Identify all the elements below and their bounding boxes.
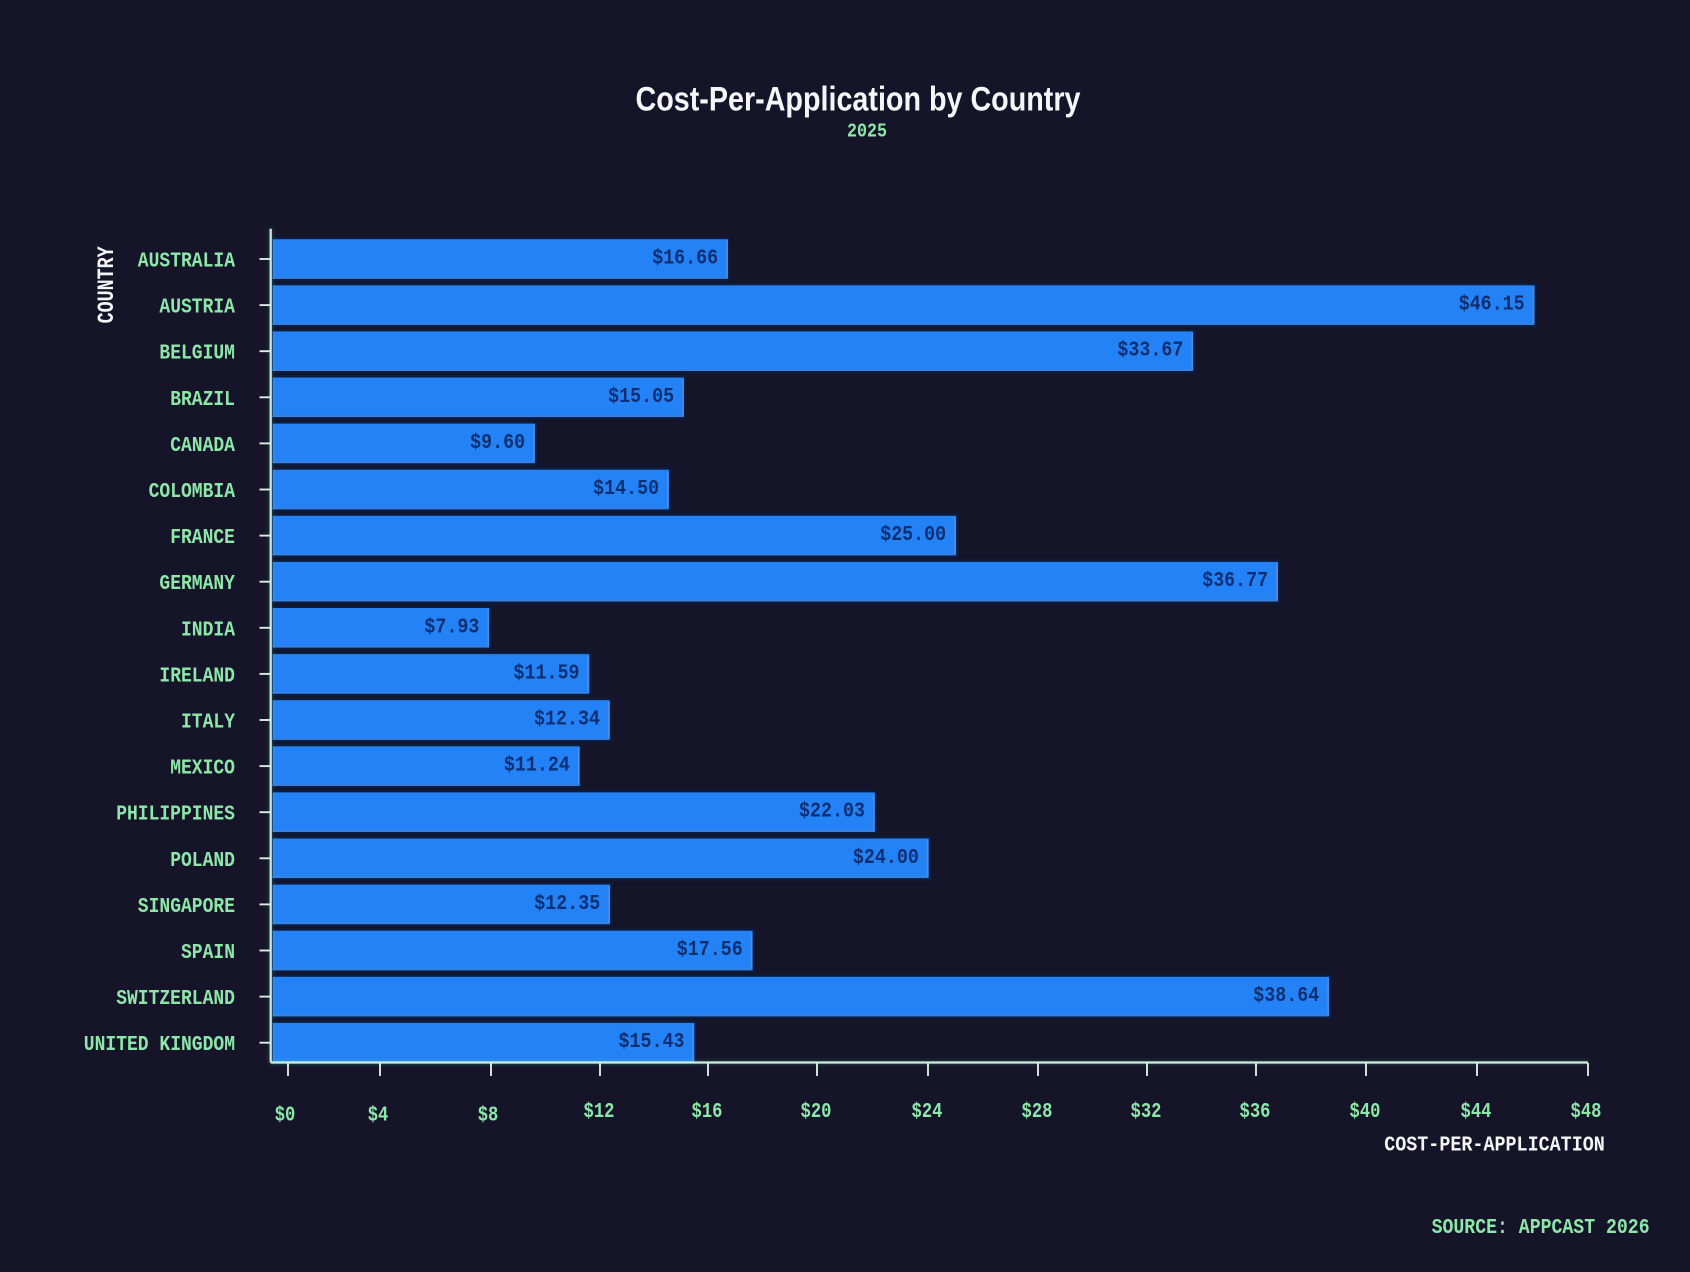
svg-text:$16.66: $16.66 (652, 247, 718, 271)
svg-text:IRELAND: IRELAND (159, 664, 235, 688)
svg-text:$46.15: $46.15 (1459, 293, 1525, 317)
svg-text:$22.03: $22.03 (799, 800, 865, 824)
svg-text:$15.43: $15.43 (619, 1030, 685, 1054)
svg-text:AUSTRALIA: AUSTRALIA (138, 250, 235, 274)
svg-text:GERMANY: GERMANY (159, 572, 235, 596)
svg-text:ITALY: ITALY (181, 711, 235, 735)
svg-text:$40: $40 (1350, 1101, 1381, 1124)
svg-text:CANADA: CANADA (170, 434, 235, 458)
svg-text:SWITZERLAND: SWITZERLAND (116, 987, 235, 1011)
svg-text:COLOMBIA: COLOMBIA (149, 480, 235, 504)
svg-text:BELGIUM: BELGIUM (159, 342, 235, 366)
svg-text:$38.64: $38.64 (1253, 984, 1319, 1008)
svg-text:$9.60: $9.60 (470, 431, 525, 455)
svg-text:$4: $4 (368, 1105, 389, 1128)
svg-text:$33.67: $33.67 (1117, 339, 1183, 363)
svg-text:$14.50: $14.50 (593, 477, 659, 501)
svg-text:$36.77: $36.77 (1202, 569, 1268, 593)
svg-text:$7.93: $7.93 (424, 615, 479, 639)
svg-text:POLAND: POLAND (170, 849, 235, 873)
svg-text:SPAIN: SPAIN (181, 941, 235, 965)
svg-text:SINGAPORE: SINGAPORE (138, 895, 235, 919)
svg-text:$24.00: $24.00 (853, 846, 919, 870)
svg-text:FRANCE: FRANCE (170, 526, 235, 550)
svg-text:2025: 2025 (847, 120, 887, 142)
svg-text:$12: $12 (584, 1101, 615, 1124)
svg-text:PHILIPPINES: PHILIPPINES (116, 803, 235, 827)
svg-text:UNITED KINGDOM: UNITED KINGDOM (84, 1033, 235, 1057)
svg-text:COUNTRY: COUNTRY (94, 246, 120, 323)
svg-text:AUSTRIA: AUSTRIA (159, 296, 235, 320)
svg-text:$25.00: $25.00 (880, 523, 946, 547)
svg-text:$15.05: $15.05 (608, 385, 674, 409)
svg-text:MEXICO: MEXICO (170, 757, 235, 781)
svg-text:$48: $48 (1571, 1101, 1602, 1124)
svg-text:$12.34: $12.34 (534, 708, 600, 732)
svg-text:$0: $0 (275, 1105, 296, 1128)
svg-text:$36: $36 (1240, 1101, 1271, 1124)
svg-text:INDIA: INDIA (181, 618, 235, 642)
svg-text:$20: $20 (801, 1101, 832, 1124)
svg-text:SOURCE: APPCAST 2026: SOURCE: APPCAST 2026 (1432, 1217, 1650, 1240)
svg-text:$8: $8 (478, 1105, 499, 1128)
svg-text:$12.35: $12.35 (534, 892, 600, 916)
svg-text:$11.59: $11.59 (514, 661, 580, 685)
svg-text:BRAZIL: BRAZIL (170, 388, 235, 412)
svg-text:$16: $16 (692, 1101, 723, 1124)
svg-text:$32: $32 (1131, 1101, 1162, 1124)
svg-text:$44: $44 (1461, 1101, 1492, 1124)
svg-text:$17.56: $17.56 (677, 938, 743, 962)
svg-text:$24: $24 (912, 1101, 943, 1124)
svg-text:COST-PER-APPLICATION: COST-PER-APPLICATION (1384, 1135, 1605, 1158)
svg-text:Cost-Per-Application by Countr: Cost-Per-Application by Country (636, 81, 1081, 119)
svg-text:$11.24: $11.24 (504, 754, 570, 778)
svg-text:$28: $28 (1022, 1101, 1053, 1124)
